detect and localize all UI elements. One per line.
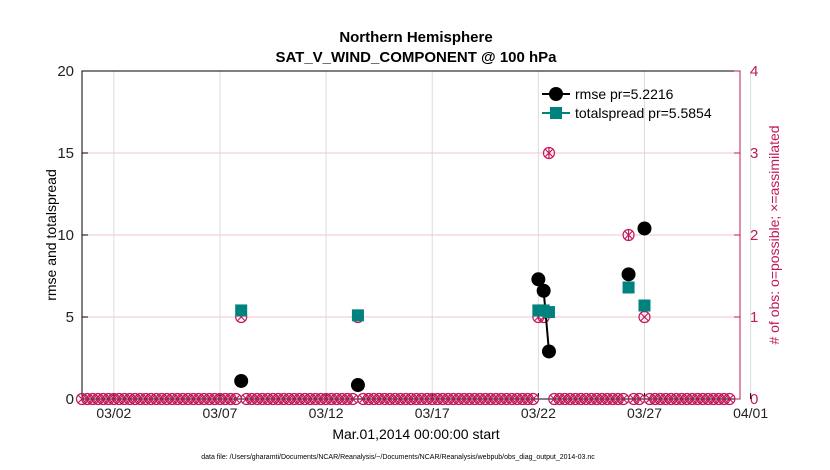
left-axis-ticks: 0 5 10 15 20 [57, 63, 88, 408]
totalspread-point [622, 281, 635, 294]
rmse-point [541, 344, 556, 359]
x-tick-label: 03/27 [627, 405, 662, 421]
right-tick-label: 4 [750, 63, 758, 80]
data-file-footnote: data file: /Users/gharamti/Documents/NCA… [201, 454, 595, 461]
right-tick-label: 0 [750, 391, 758, 408]
left-tick-label: 5 [66, 309, 74, 326]
chart-subtitle: SAT_V_WIND_COMPONENT @ 100 hPa [275, 49, 557, 66]
obs-assimilated-cross [348, 394, 358, 404]
rmse-point [234, 373, 249, 388]
legend-rmse-label: rmse pr=5.2216 [575, 86, 674, 102]
x-tick-label: 03/02 [96, 405, 131, 421]
left-tick-label: 15 [57, 145, 74, 162]
obs-possible-circle [622, 228, 635, 242]
obs-assimilated-cross [528, 394, 538, 404]
obs-assimilated-cross [724, 394, 734, 404]
left-tick-label: 10 [57, 227, 74, 244]
totalspread-point [351, 309, 364, 322]
legend: rmse pr=5.2216 totalspread pr=5.5854 [542, 86, 712, 121]
totalspread-point [638, 299, 651, 312]
legend-totalspread-marker [550, 107, 562, 119]
obs-assimilated-cross [634, 394, 644, 404]
rmse-point [637, 221, 652, 236]
legend-totalspread-label: totalspread pr=5.5854 [575, 105, 712, 121]
series-layer [234, 221, 652, 393]
obs-assimilated-cross [640, 312, 649, 322]
rmse-point [536, 283, 551, 298]
right-tick-label: 1 [750, 309, 758, 326]
obs-possible-circle [542, 146, 556, 160]
totalspread-point [542, 306, 555, 319]
obs-count-marker [622, 228, 635, 242]
obs-possible-circle [526, 392, 540, 406]
x-tick-label: 03/07 [202, 405, 237, 421]
totalspread-point [235, 304, 248, 317]
y-axis-label-right: # of obs: o=possible; ×=assimilated [766, 125, 782, 344]
obs-count-markers [235, 146, 651, 324]
obs-count-marker [542, 146, 556, 160]
x-tick-label: 03/12 [309, 405, 344, 421]
rmse-point [531, 272, 546, 287]
y-axis-label-left: rmse and totalspread [43, 169, 59, 301]
obs-zero-marker [526, 392, 540, 406]
obs-possible-circle [723, 392, 736, 406]
rmse-point [621, 267, 636, 282]
left-tick-label: 20 [57, 63, 74, 80]
legend-rmse-marker [549, 87, 563, 101]
right-axis-ticks: 0 1 2 3 4 [734, 63, 758, 408]
obs-zero-marker [723, 392, 736, 406]
obs-zero-markers [75, 392, 736, 406]
x-axis-label: Mar.01,2014 00:00:00 start [332, 426, 499, 442]
chart-title: Northern Hemisphere [339, 29, 492, 46]
x-tick-label: 03/22 [521, 405, 556, 421]
obs-assimilated-cross [231, 394, 241, 404]
rmse-point [350, 378, 365, 393]
right-tick-label: 3 [750, 145, 758, 162]
right-tick-label: 2 [750, 227, 758, 244]
x-tick-label: 04/01 [733, 405, 768, 421]
x-tick-label: 03/17 [415, 405, 450, 421]
obs-assimilated-cross [618, 394, 628, 404]
left-tick-label: 0 [66, 391, 74, 408]
